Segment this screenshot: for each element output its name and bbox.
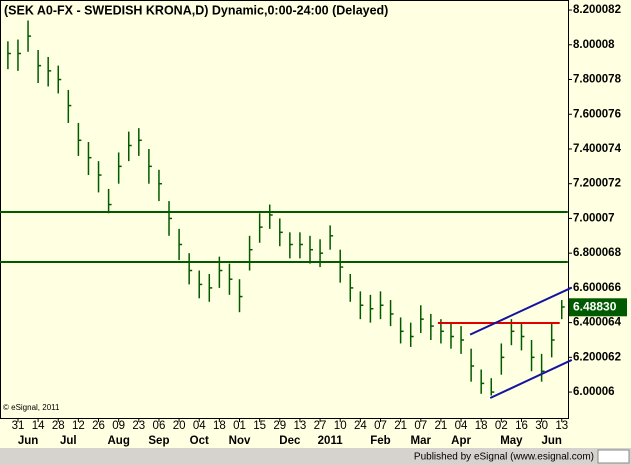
x-tick-label: 24 <box>354 420 367 432</box>
plot-frame <box>0 0 569 419</box>
x-tick-label: 29 <box>273 420 286 432</box>
trend-line <box>489 359 573 399</box>
x-tick-label: 09 <box>112 420 125 432</box>
month-label: May <box>500 435 523 447</box>
x-tick-label: 30 <box>535 420 548 432</box>
y-tick-label: 6.600066 <box>573 282 621 294</box>
copyright: © eSignal, 2011 <box>3 403 60 412</box>
x-tick-label: 21 <box>435 420 448 432</box>
y-tick-label: 7.600076 <box>573 108 621 120</box>
background <box>0 0 631 448</box>
x-tick-label: 26 <box>92 420 105 432</box>
trend-line <box>469 286 573 336</box>
y-tick-label: 6.400064 <box>573 317 622 329</box>
month-label: Feb <box>370 435 390 447</box>
x-tick-label: 21 <box>394 420 407 432</box>
x-tick-label: 27 <box>314 420 327 432</box>
x-tick-label: 12 <box>72 420 85 432</box>
x-tick-label: 16 <box>515 420 528 432</box>
x-tick-label: 13 <box>555 420 568 432</box>
last-price-label: 6.48830 <box>573 299 617 313</box>
month-label: Jul <box>60 435 77 447</box>
x-tick-label: 10 <box>334 420 347 432</box>
x-tick-label: 07 <box>414 420 427 432</box>
x-tick-label: 18 <box>475 420 488 432</box>
month-label: Apr <box>451 435 471 447</box>
month-label: Jun <box>541 435 561 447</box>
y-tick-label: 7.400074 <box>573 143 622 155</box>
month-label: Oct <box>190 435 209 447</box>
y-tick-label: 6.200062 <box>573 351 621 363</box>
month-label: 2011 <box>318 435 344 447</box>
x-tick-label: 28 <box>52 420 65 432</box>
month-label: Dec <box>279 435 301 447</box>
y-tick-label: 7.00007 <box>573 212 615 224</box>
month-label: Mar <box>411 435 432 447</box>
logo <box>597 449 630 464</box>
y-tick-label: 8.200082 <box>573 4 621 16</box>
footer-bar <box>0 448 631 465</box>
last-price-box <box>569 298 627 317</box>
month-label: Sep <box>148 435 169 447</box>
y-tick-label: 6.800068 <box>573 247 622 259</box>
x-tick-label: 31 <box>12 420 25 432</box>
footer-text: Published by eSignal (www.esignal.com) <box>414 452 594 463</box>
x-tick-label: 23 <box>132 420 145 432</box>
x-tick-label: 01 <box>233 420 246 432</box>
x-tick-label: 20 <box>173 420 186 432</box>
x-tick-label: 07 <box>374 420 387 432</box>
chart-title: (SEK A0-FX - SWEDISH KRONA,D) Dynamic,0:… <box>4 3 388 17</box>
x-tick-label: 06 <box>153 420 166 432</box>
x-tick-label: 04 <box>193 420 206 432</box>
month-label: Jun <box>18 435 38 447</box>
y-tick-label: 8.00008 <box>573 39 615 51</box>
month-label: Nov <box>229 435 251 447</box>
x-tick-label: 02 <box>495 420 508 432</box>
y-tick-label: 7.800078 <box>573 74 622 86</box>
x-tick-label: 14 <box>32 420 45 432</box>
y-tick-label: 7.200072 <box>573 178 621 190</box>
month-label: Aug <box>107 435 129 447</box>
y-tick-label: 6.00006 <box>573 386 615 398</box>
x-tick-label: 18 <box>213 420 226 432</box>
x-tick-label: 15 <box>253 420 266 432</box>
x-tick-label: 04 <box>455 420 468 432</box>
x-tick-label: 13 <box>294 420 307 432</box>
